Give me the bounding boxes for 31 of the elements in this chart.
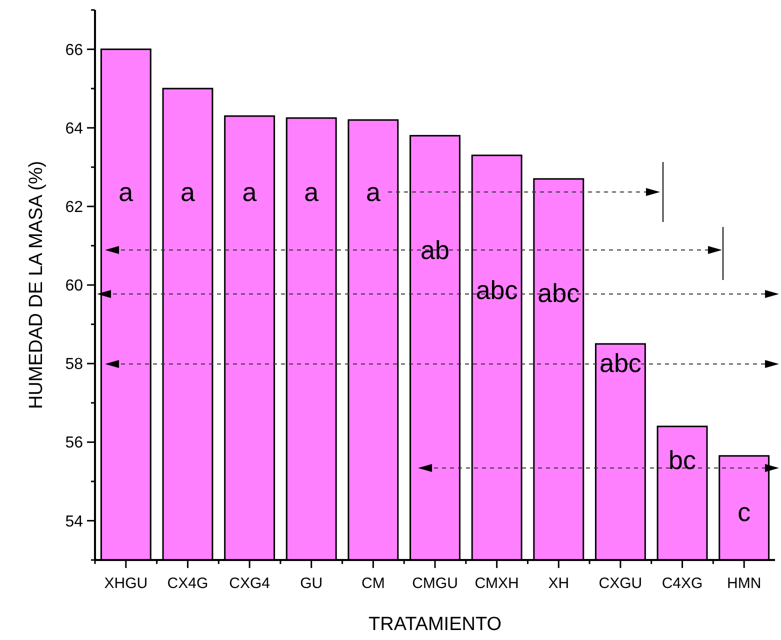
x-tick-label: CXG4 (229, 575, 270, 592)
annotation: a (118, 177, 134, 208)
y-tick-label: 64 (65, 120, 84, 138)
annotation: abc (476, 275, 518, 306)
annotation: abc (538, 278, 580, 308)
x-tick-label: C4XG (662, 575, 703, 592)
x-tick-label: XHGU (104, 575, 148, 592)
x-tick-label: CXGU (598, 575, 642, 592)
y-tick-label: 62 (65, 199, 84, 216)
x-tick-label: HMN (727, 575, 762, 592)
y-tick-label: 60 (65, 278, 84, 295)
annotation: abc (599, 348, 642, 378)
y-tick-label: 66 (65, 42, 84, 59)
x-tick-label: CM (362, 575, 385, 592)
annotation: a (366, 177, 381, 208)
y-tick-label: 54 (65, 513, 84, 530)
annotation: bc (668, 445, 696, 476)
x-tick-label: CX4G (167, 575, 208, 592)
y-axis-title: HUMEDAD DE LA MASA (%) (26, 160, 47, 410)
x-tick-label: XH (548, 575, 570, 592)
annotation: a (304, 177, 320, 208)
annotation: c (738, 497, 751, 528)
y-tick-label: 58 (65, 356, 84, 374)
x-tick-label: CMXH (474, 575, 519, 592)
annotation: a (180, 177, 196, 208)
x-axis-title: TRATAMIENTO (368, 614, 502, 635)
x-tick-label: CMGU (412, 575, 458, 592)
annotation: ab (420, 235, 450, 266)
x-tick-label: GU (300, 575, 323, 592)
y-tick-label: 56 (65, 434, 84, 452)
annotation: a (242, 177, 258, 208)
